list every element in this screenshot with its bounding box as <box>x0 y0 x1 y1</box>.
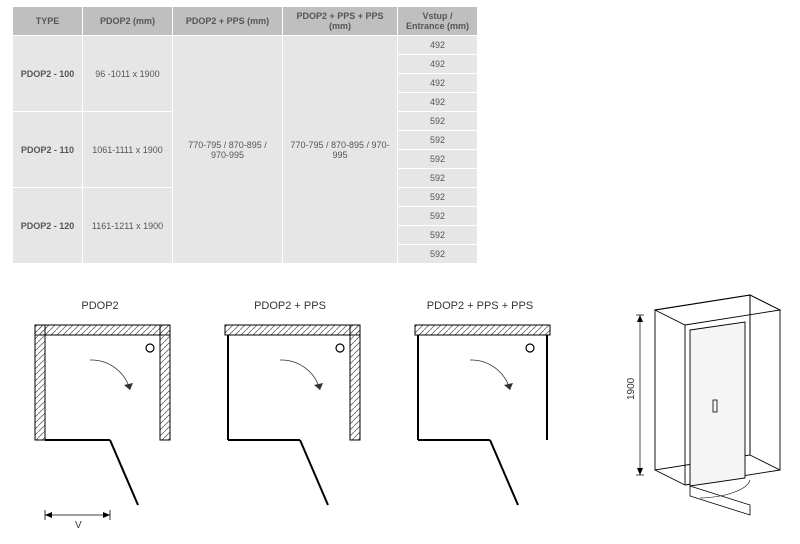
diagram-3d: 1900 <box>600 280 790 530</box>
iso-svg: 1900 <box>600 280 790 530</box>
diagram-pdop2-pps: PDOP2 + PPS <box>210 300 370 530</box>
cell-entrance: 492 <box>398 74 478 93</box>
plan-svg <box>400 300 560 530</box>
cell-pdop: 1061-1111 x 1900 <box>83 112 173 188</box>
cell-type: PDOP2 - 110 <box>13 112 83 188</box>
cell-entrance: 592 <box>398 226 478 245</box>
cell-pdop: 96 -1011 x 1900 <box>83 36 173 112</box>
diagram-pdop2: PDOP2 V <box>20 300 180 530</box>
cell-entrance: 592 <box>398 150 478 169</box>
diagram-title: PDOP2 <box>81 300 118 312</box>
diagram-title: PDOP2 + PPS <box>254 300 326 312</box>
cell-entrance: 492 <box>398 55 478 74</box>
cell-entrance: 592 <box>398 131 478 150</box>
cell-pps: 770-795 / 870-895 / 970-995 <box>173 36 283 264</box>
th-type: TYPE <box>13 7 83 36</box>
cell-entrance: 592 <box>398 207 478 226</box>
th-pdop: PDOP2 (mm) <box>83 7 173 36</box>
plan-svg: V <box>20 300 180 530</box>
table: TYPE PDOP2 (mm) PDOP2 + PPS (mm) PDOP2 +… <box>12 6 478 264</box>
cell-entrance: 592 <box>398 245 478 264</box>
diagram-title: PDOP2 + PPS + PPS <box>427 300 533 312</box>
th-ppspps: PDOP2 + PPS + PPS (mm) <box>283 7 398 36</box>
dim-v: V <box>75 520 82 530</box>
cell-entrance: 592 <box>398 188 478 207</box>
cell-ppspps: 770-795 / 870-895 / 970-995 <box>283 36 398 264</box>
cell-entrance: 592 <box>398 112 478 131</box>
th-pps: PDOP2 + PPS (mm) <box>173 7 283 36</box>
plan-svg <box>210 300 370 530</box>
diagram-pdop2-pps-pps: PDOP2 + PPS + PPS <box>400 300 560 530</box>
spec-table: TYPE PDOP2 (mm) PDOP2 + PPS (mm) PDOP2 +… <box>12 6 478 264</box>
dim-height: 1900 <box>626 377 637 400</box>
cell-entrance: 492 <box>398 36 478 55</box>
cell-type: PDOP2 - 100 <box>13 36 83 112</box>
cell-type: PDOP2 - 120 <box>13 188 83 264</box>
th-entrance: Vstup / Entrance (mm) <box>398 7 478 36</box>
cell-entrance: 492 <box>398 93 478 112</box>
cell-pdop: 1161-1211 x 1900 <box>83 188 173 264</box>
cell-entrance: 592 <box>398 169 478 188</box>
diagram-row: PDOP2 V PDOP2 + PPS <box>0 300 800 544</box>
